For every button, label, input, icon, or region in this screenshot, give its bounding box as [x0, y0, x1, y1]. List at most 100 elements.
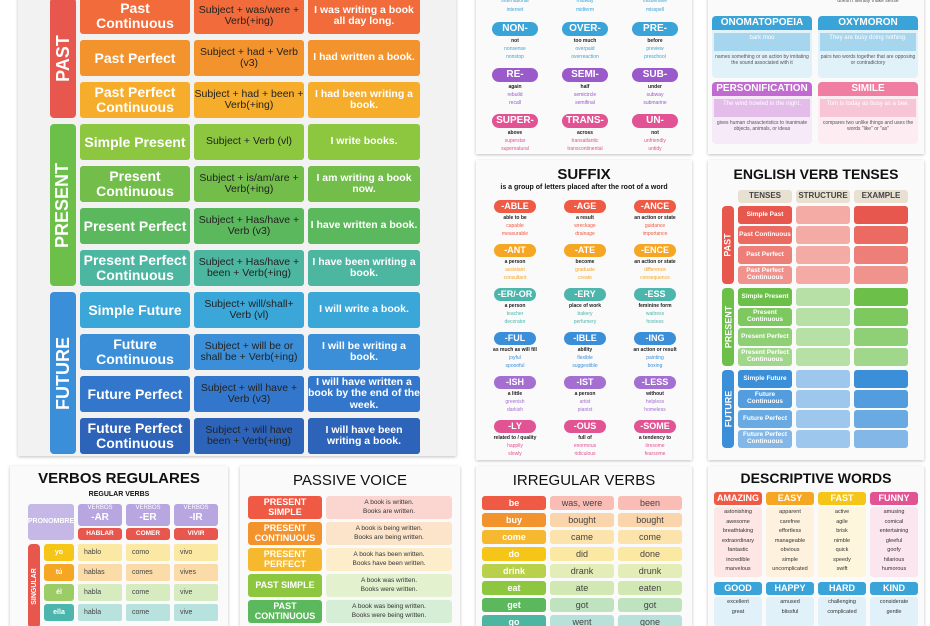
- figure-title: ONOMATOPOEIA: [712, 16, 812, 30]
- verbos-subtitle: REGULAR VERBS: [88, 491, 150, 498]
- prefix-word: above: [507, 130, 523, 136]
- suffix-word: capable: [506, 223, 524, 229]
- verbos-conjugation: vive: [174, 604, 218, 621]
- descriptive-word: incredible: [726, 556, 750, 563]
- tense-formula: Subject+ will/shall+ Verb (vl): [194, 292, 304, 328]
- suffix-meaning: without: [646, 391, 664, 397]
- prefix-word: nonsense: [504, 46, 526, 52]
- prefix-word: not: [651, 130, 659, 136]
- tense-example: I had written a book.: [308, 40, 420, 76]
- prefix-word: not: [511, 38, 519, 44]
- prefix-word: rebuild: [507, 92, 523, 98]
- suffix-word: ridiculous: [574, 451, 596, 457]
- verbos-conjugation: hablo: [78, 544, 122, 561]
- prefix-label: PRE-: [632, 22, 678, 36]
- suffix-word: joyful: [509, 355, 521, 361]
- suffix-meaning: an action or state: [634, 259, 676, 265]
- tenses-structure: [796, 410, 850, 428]
- tenses-example: [854, 410, 908, 428]
- prefix-label: RE-: [492, 68, 538, 82]
- tenses-header: EXAMPLE: [854, 190, 908, 203]
- suffix-meaning: feminine form: [638, 303, 672, 309]
- figure-example: Tom is today as busy as a bee.: [820, 99, 916, 117]
- suffix-meaning: a person: [574, 391, 596, 397]
- descriptive-word: carefree: [779, 518, 801, 525]
- tenses-group-label: PRESENT: [722, 288, 734, 366]
- passive-voice-poster: PASSIVE VOICE PRESENT SIMPLE A book is wr…: [240, 466, 460, 626]
- tense-name: Future Perfect Continuous: [80, 418, 190, 454]
- irregular-verb-form: gone: [618, 615, 682, 626]
- tenses-structure: [796, 246, 850, 264]
- irregular-verb-form: came: [550, 530, 614, 544]
- figure-example: bark moo: [714, 33, 810, 51]
- irregular-verb-form: drunk: [618, 564, 682, 578]
- tense-name: Present Perfect: [80, 208, 190, 244]
- descriptive-word: speedy: [833, 556, 851, 563]
- figure-description: compares two unlike things and uses the …: [822, 120, 914, 132]
- suffix-label: -ANCE: [634, 200, 676, 213]
- passive-tense: PAST CONTINUOUS: [248, 600, 322, 623]
- irregular-verb-form: get: [482, 598, 546, 612]
- irregular-verb-form: got: [550, 598, 614, 612]
- prefix-label: UN-: [632, 114, 678, 128]
- tense-example: I am writing a book now.: [308, 166, 420, 202]
- suffix-word: importance: [642, 231, 668, 237]
- tense-formula: Subject + will be or shall be + Verb(+in…: [194, 334, 304, 370]
- descriptive-head: GOOD: [714, 582, 762, 595]
- irregular-verb-form: got: [618, 598, 682, 612]
- prefix-word: too much: [573, 38, 597, 44]
- suffix-word: greenish: [505, 399, 525, 405]
- irregular-verb-form: been: [618, 496, 682, 510]
- suffix-meaning: related to / quality: [493, 435, 537, 441]
- descriptive-word: manageable: [774, 537, 806, 544]
- verbos-column-header: VERBOS -ER: [126, 504, 170, 526]
- verbos-infinitive: VIVIR: [174, 528, 218, 540]
- tenses-name: Future Continuous: [738, 390, 792, 408]
- suffix-word: guidance: [644, 223, 666, 229]
- descriptive-word: awesome: [726, 518, 750, 525]
- prefix-word: recall: [509, 100, 521, 106]
- english-verb-tenses-title: ENGLISH VERB TENSES: [733, 166, 899, 182]
- descriptive-column-bg: [714, 507, 762, 577]
- irregular-verb-form: be: [482, 496, 546, 510]
- tenses-structure: [796, 390, 850, 408]
- verbos-column-header: VERBOS -IR: [174, 504, 218, 526]
- descriptive-word: extraordinary: [721, 537, 755, 544]
- descriptive-title: DESCRIPTIVE WORDS: [740, 470, 892, 486]
- suffix-word: teacher: [506, 311, 524, 317]
- tenses-structure: [796, 266, 850, 284]
- tense-example: I will write a book.: [308, 292, 420, 328]
- verbos-column-header: VERBOS -AR: [78, 504, 122, 526]
- suffix-meaning: full of: [578, 435, 592, 441]
- descriptive-word: entertaining: [879, 528, 909, 534]
- figure-description: names something or an action by imitatin…: [715, 54, 809, 66]
- descriptive-word: fantastic: [727, 547, 749, 553]
- descriptive-word: uncomplicated: [772, 566, 808, 572]
- suffix-word: create: [578, 275, 592, 281]
- passive-example: A book was written.: [361, 577, 417, 584]
- tenses-example: [854, 308, 908, 326]
- tenses-group-label: FUTURE: [722, 370, 734, 448]
- verbos-conjugation: habla: [78, 584, 122, 601]
- suffix-subtitle: is a group of letters placed after the r…: [500, 184, 668, 191]
- suffix-label: -SOME: [634, 420, 676, 433]
- tenses-example: [854, 226, 908, 244]
- irregular-verb-form: eat: [482, 581, 546, 595]
- irregular-verb-form: come: [482, 530, 546, 544]
- suffix-word: assistant: [505, 267, 525, 273]
- suffix-label: -ER/-OR: [494, 288, 536, 301]
- prefix-word: semifinal: [575, 100, 595, 106]
- suffix-label: -ATE: [564, 244, 606, 257]
- irregular-verb-form: was, were: [550, 496, 614, 510]
- singular-label-text: SINGULAR: [30, 567, 38, 605]
- suffix-meaning: a person: [504, 259, 526, 265]
- verbos-column-ending: -ER: [139, 512, 157, 523]
- tense-formula: Subject + Has/have + Verb (v3): [194, 208, 304, 244]
- descriptive-word: effortless: [778, 528, 802, 534]
- tense-name: Present Continuous: [80, 166, 190, 202]
- suffix-word: bakery: [577, 311, 593, 317]
- prefix-word: semicircle: [573, 92, 597, 98]
- tense-name: Past Perfect: [80, 40, 190, 76]
- descriptive-column-bg: [766, 507, 814, 577]
- tense-formula: Subject + was/were + Verb(+ing): [194, 0, 304, 34]
